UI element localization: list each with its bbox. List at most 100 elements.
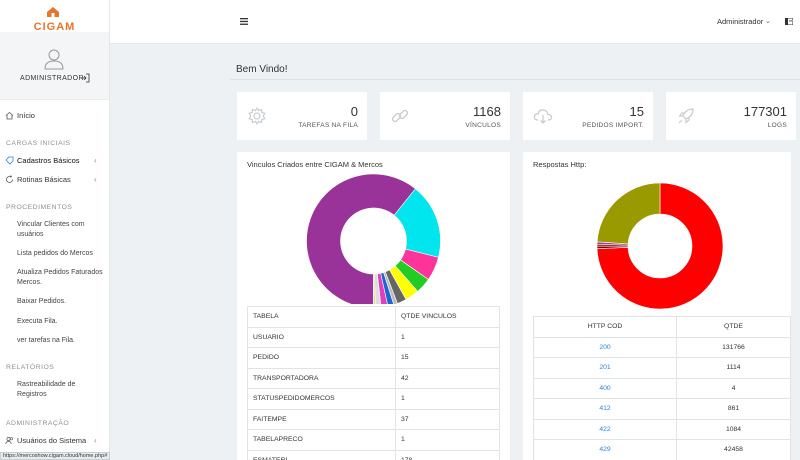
user-menu[interactable]: Administrador bbox=[717, 17, 764, 26]
table-cell-value: 37 bbox=[395, 408, 500, 430]
table-header-row: HTTP COD QTDE bbox=[533, 316, 791, 338]
panel-title: Vinculos Criados entre CIGAM & Mercos bbox=[247, 160, 383, 169]
gear-icon bbox=[248, 106, 266, 126]
sidebar-link-baixar-pedidos[interactable]: Baixar Pedidos. bbox=[17, 298, 67, 305]
home-icon bbox=[5, 111, 14, 120]
column-header: QTDE bbox=[676, 316, 791, 338]
vinculos-donut-chart bbox=[306, 174, 441, 304]
stat-value: 15 bbox=[629, 104, 644, 119]
stat-value: 177301 bbox=[743, 104, 787, 119]
logout-icon[interactable] bbox=[80, 73, 90, 83]
sidebar-item-label: Início bbox=[17, 111, 35, 120]
sidebar-link-atualiza-pedidos[interactable]: Atualiza Pedidos Faturados Mercos. bbox=[17, 269, 103, 286]
users-icon bbox=[5, 437, 14, 445]
table-cell-key[interactable]: 400 bbox=[533, 377, 677, 399]
sidebar-item-label: Cadastros Básicos bbox=[17, 156, 80, 165]
table-row: FAITEMPE 37 bbox=[247, 408, 500, 430]
table-row: USUARIO 1 bbox=[247, 326, 500, 348]
panel-toggle-icon[interactable] bbox=[785, 18, 793, 25]
stat-value: 0 bbox=[350, 104, 358, 119]
sidebar: CIGAM ADMINISTRADOR Início CARGAS INICIA… bbox=[0, 0, 110, 460]
table-cell-value: 42458 bbox=[676, 439, 791, 460]
chevron-down-icon[interactable]: ⌄ bbox=[765, 18, 771, 25]
table-row: TRANSPORTADORA 42 bbox=[247, 367, 500, 389]
stat-card-tarefas: 0 TAREFAS NA FILA bbox=[237, 92, 367, 140]
profile-name: ADMINISTRADOR bbox=[20, 75, 84, 82]
table-cell-key: STATUSPEDIDOMERCOS bbox=[247, 388, 396, 410]
table-cell-key: PEDIDO bbox=[247, 347, 396, 369]
section-administracao: ADMINISTRAÇÃO bbox=[6, 420, 70, 427]
table-row: 422 1084 bbox=[533, 418, 791, 440]
table-row: 400 4 bbox=[533, 377, 791, 399]
table-cell-key[interactable]: 412 bbox=[533, 398, 677, 420]
sidebar-link-ver-tarefas[interactable]: ver tarefas na Fila. bbox=[17, 337, 75, 344]
section-relatorios: RELATÓRIOS bbox=[6, 364, 55, 371]
refresh-icon bbox=[6, 175, 13, 183]
http-table: HTTP COD QTDE 200 131766 201 1114 400 4 412 861… bbox=[533, 316, 791, 460]
cloud-download-icon bbox=[533, 109, 553, 124]
house-logo-icon bbox=[47, 7, 59, 17]
donut-slice[interactable] bbox=[596, 182, 724, 310]
panel-title: Respostas Http: bbox=[533, 160, 587, 169]
table-row: STATUSPEDIDOMERCOS 1 bbox=[247, 388, 500, 410]
brand-logo[interactable]: CIGAM bbox=[0, 0, 109, 31]
section-cargas-iniciais: CARGAS INICIAIS bbox=[6, 140, 71, 147]
table-cell-key: USUARIO bbox=[247, 326, 396, 348]
sidebar-link-lista-pedidos[interactable]: Lista pedidos do Mercos bbox=[17, 250, 93, 257]
stat-label: VÍNCULOS bbox=[465, 122, 501, 129]
stat-value: 1168 bbox=[473, 104, 501, 119]
vinculos-table: TABELA QTDE VINCULOS USUARIO 1 PEDIDO 15 TRA… bbox=[247, 306, 500, 460]
chevron-left-icon: ‹ bbox=[94, 436, 97, 445]
table-cell-key[interactable]: 200 bbox=[533, 336, 677, 358]
table-row: 200 131766 bbox=[533, 336, 791, 358]
table-cell-key[interactable]: 201 bbox=[533, 357, 677, 379]
sidebar-item-label: Rotinas Básicas bbox=[17, 175, 71, 184]
table-cell-value: 1 bbox=[395, 326, 500, 348]
table-cell-key[interactable]: 422 bbox=[533, 418, 677, 440]
brand-logo-text: CIGAM bbox=[33, 21, 76, 31]
table-cell-key: ESMATERI bbox=[247, 449, 396, 460]
tag-icon bbox=[5, 156, 14, 165]
rocket-icon bbox=[678, 108, 694, 124]
column-header: QTDE VINCULOS bbox=[395, 306, 500, 328]
table-cell-value: 42 bbox=[395, 367, 500, 389]
sidebar-link-rastreabilidade[interactable]: Rastreabilidade de Registros bbox=[17, 381, 76, 398]
table-row: ESMATERI178 bbox=[247, 449, 500, 460]
table-cell-value: 178 bbox=[395, 449, 500, 460]
table-header-row: TABELA QTDE VINCULOS bbox=[247, 306, 500, 328]
sidebar-item-label: Usuários do Sistema bbox=[17, 436, 87, 445]
table-cell-key[interactable]: 429 bbox=[533, 439, 677, 460]
table-cell-value: 1 bbox=[395, 388, 500, 410]
table-row: 429 42458 bbox=[533, 439, 791, 460]
menu-toggle-icon[interactable] bbox=[240, 18, 248, 25]
stat-label: PEDIDOS IMPORT. bbox=[582, 122, 644, 129]
sidebar-link-executa-fila[interactable]: Executa Fila. bbox=[17, 318, 58, 325]
table-cell-value: 861 bbox=[676, 398, 791, 420]
table-row: 412 861 bbox=[533, 398, 791, 420]
divider bbox=[230, 79, 800, 80]
panel-http: Respostas Http: HTTP COD QTDE 200 131766 2… bbox=[523, 152, 791, 460]
table-row: 201 1114 bbox=[533, 357, 791, 379]
table-cell-value: 1084 bbox=[676, 418, 791, 440]
chevron-left-icon: ‹ bbox=[94, 175, 97, 184]
donut-slice[interactable] bbox=[306, 174, 416, 304]
stat-card-logs: 177301 LOGS bbox=[666, 92, 796, 140]
chevron-left-icon: ‹ bbox=[94, 156, 97, 165]
table-cell-value: 4 bbox=[676, 377, 791, 399]
stat-label: TAREFAS NA FILA bbox=[298, 122, 358, 129]
table-row: PEDIDO 15 bbox=[247, 347, 500, 369]
donut-slice[interactable] bbox=[596, 182, 661, 245]
sidebar-link-vincular-clientes[interactable]: Vincular Clientes com usuários bbox=[17, 221, 85, 238]
top-bar bbox=[110, 0, 800, 44]
link-icon bbox=[391, 109, 409, 123]
column-header: HTTP COD bbox=[533, 316, 677, 338]
table-cell-value: 1 bbox=[395, 429, 500, 451]
status-bar-url: https://mercoshow.cigam.cloud/home.php# bbox=[0, 452, 111, 460]
stat-card-pedidos: 15 PEDIDOS IMPORT. bbox=[523, 92, 653, 140]
table-cell-key: FAITEMPE bbox=[247, 408, 396, 430]
stat-card-vinculos: 1168 VÍNCULOS bbox=[380, 92, 510, 140]
page-title: Bem Vindo! bbox=[236, 64, 288, 75]
column-header: TABELA bbox=[247, 306, 396, 328]
table-cell-value: 15 bbox=[395, 347, 500, 369]
panel-vinculos: Vinculos Criados entre CIGAM & Mercos TA… bbox=[237, 152, 510, 460]
